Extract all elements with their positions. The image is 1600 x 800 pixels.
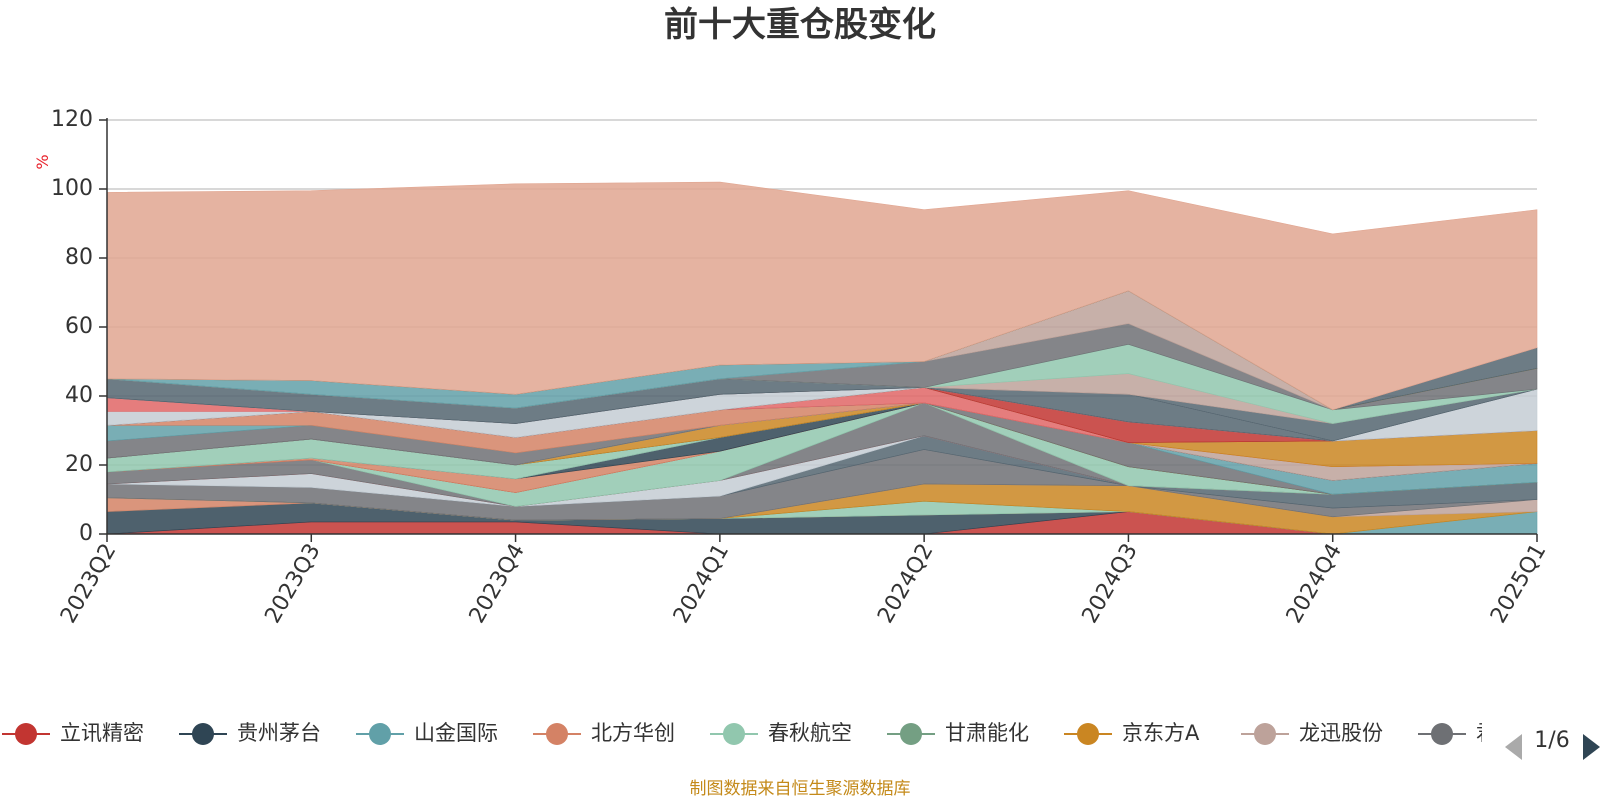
legend-dot-icon <box>1254 723 1276 745</box>
x-tick-label: 2024Q4 <box>1282 540 1347 628</box>
y-tick-label: 80 <box>65 245 93 270</box>
y-tick-label: 120 <box>51 107 93 132</box>
legend-label: 君 <box>1476 721 1497 745</box>
x-tick-label: 2024Q2 <box>873 540 938 628</box>
chart-title: 前十大重仓股变化 <box>664 5 936 45</box>
x-tick-label: 2023Q2 <box>56 540 121 628</box>
legend-pager: 1/6 <box>1505 728 1600 760</box>
legend-prev-page-icon[interactable] <box>1505 734 1522 760</box>
legend-dot-icon <box>1431 723 1453 745</box>
legend-label: 春秋航空 <box>768 721 852 745</box>
legend-next-page-icon[interactable] <box>1583 734 1600 760</box>
legend-dot-icon <box>546 723 568 745</box>
x-tick-label: 2025Q1 <box>1486 540 1551 628</box>
legend-label: 山金国际 <box>414 721 498 745</box>
footer-source-note: 制图数据来自恒生聚源数据库 <box>690 779 911 799</box>
x-tick-label: 2023Q4 <box>465 540 530 628</box>
legend-label: 立讯精密 <box>60 721 144 745</box>
legend: 立讯精密 贵州茅台 山金国际 北方华创 春秋航空 甘肃能化 京东方A 龙迅股份 君 <box>2 721 1497 745</box>
y-tick-label: 100 <box>51 176 93 201</box>
y-tick-label: 60 <box>65 314 93 339</box>
legend-item[interactable]: 龙迅股份 <box>1241 721 1383 745</box>
area-series-49 <box>106 181 1538 411</box>
legend-dot-icon <box>1077 723 1099 745</box>
legend-item[interactable]: 立讯精密 <box>2 721 144 745</box>
legend-dot-icon <box>723 723 745 745</box>
legend-item[interactable]: 山金国际 <box>356 721 498 745</box>
y-tick-label: 40 <box>65 383 93 408</box>
legend-dot-icon <box>15 723 37 745</box>
legend-label: 龙迅股份 <box>1299 721 1383 745</box>
legend-dot-icon <box>192 723 214 745</box>
legend-label: 贵州茅台 <box>237 721 321 745</box>
legend-item[interactable]: 北方华创 <box>533 721 675 745</box>
x-tick-label: 2024Q3 <box>1078 540 1143 628</box>
legend-label: 北方华创 <box>591 721 675 745</box>
legend-page-indicator: 1/6 <box>1534 728 1569 753</box>
legend-item[interactable]: 春秋航空 <box>710 721 852 745</box>
legend-dot-icon <box>369 723 391 745</box>
x-tick-label: 2024Q1 <box>669 540 734 628</box>
legend-item[interactable]: 贵州茅台 <box>179 721 321 745</box>
legend-label: 京东方A <box>1122 721 1200 745</box>
area-series <box>106 181 1538 535</box>
y-axis-unit: % <box>33 154 52 169</box>
y-tick-label: 20 <box>65 452 93 477</box>
legend-item[interactable]: 甘肃能化 <box>887 721 1029 745</box>
legend-label: 甘肃能化 <box>945 721 1029 745</box>
y-tick-label: 0 <box>79 521 93 546</box>
legend-item-truncated[interactable]: 君 <box>1418 721 1497 745</box>
x-tick-label: 2023Q3 <box>260 540 325 628</box>
legend-item[interactable]: 京东方A <box>1064 721 1200 745</box>
legend-dot-icon <box>900 723 922 745</box>
